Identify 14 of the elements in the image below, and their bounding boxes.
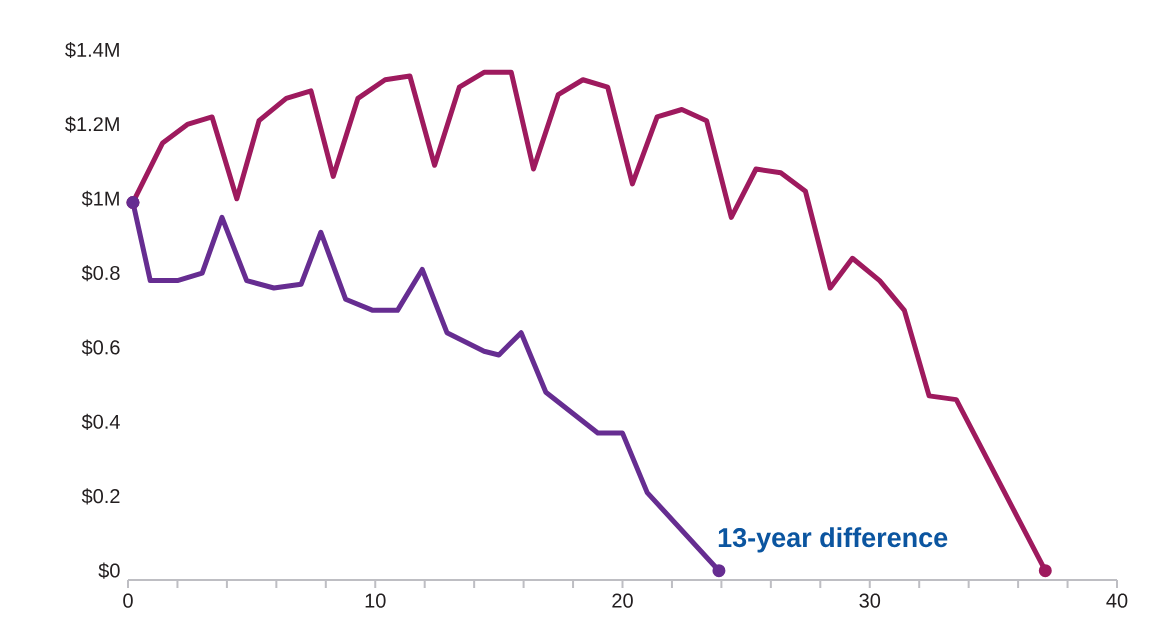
y-tick-label: $0 [98, 562, 120, 579]
y-tick-label: $0.2 [81, 488, 120, 505]
y-tick-label: $1.2M [65, 116, 119, 133]
x-tick-label: 0 [123, 593, 133, 608]
x-tick-label: 20 [612, 593, 633, 608]
y-tick-label: $0.6 [81, 339, 120, 356]
y-tick-label: $1.4M [65, 41, 119, 59]
x-tick-label: 30 [859, 593, 881, 608]
y-tick-label: $0.4 [81, 413, 120, 431]
x-tick-label: 10 [365, 593, 386, 608]
annotation: 13-year difference [718, 527, 948, 553]
y-tick-label: $1M [81, 190, 119, 207]
y-tick-label: $0.8 [81, 265, 120, 282]
x-tick-label: 40 [1106, 593, 1128, 608]
